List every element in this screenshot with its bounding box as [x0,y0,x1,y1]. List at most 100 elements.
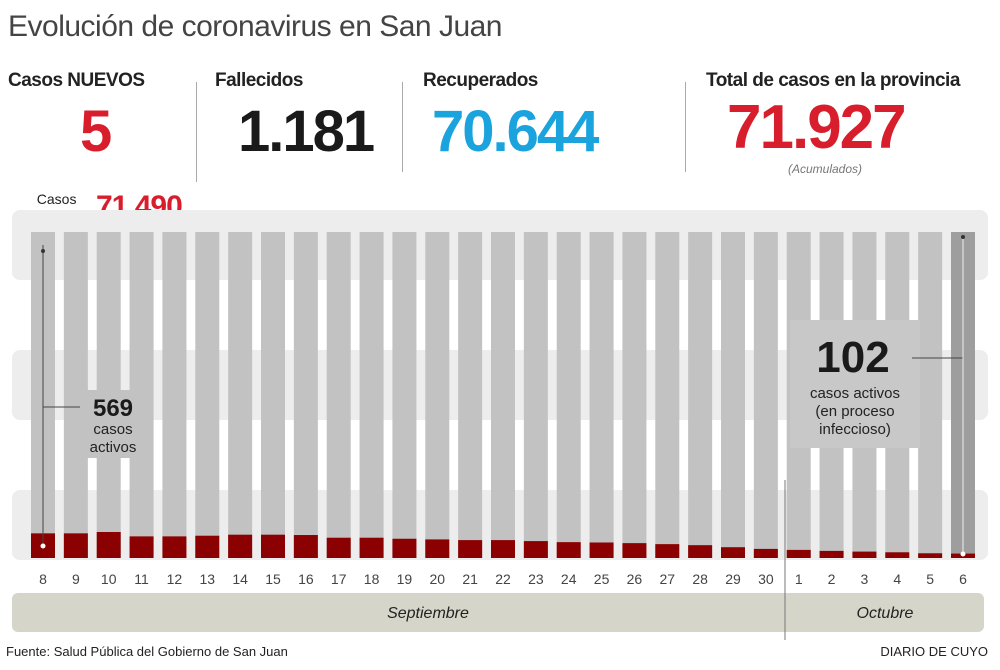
annotation-box [80,390,146,458]
total-bar [261,232,285,558]
x-tick-label: 26 [627,571,643,587]
x-tick-label: 8 [39,571,47,587]
brand: DIARIO DE CUYO [880,644,988,659]
annotation-end-line: casos activos [810,385,900,402]
x-tick-label: 28 [692,571,708,587]
x-tick-label: 6 [959,571,967,587]
active-bar [655,544,680,558]
active-bar [721,547,745,558]
total-bar [523,232,548,558]
active-bar [523,541,548,558]
total-note: (Acumulados) [788,162,863,176]
total-bar [556,232,581,558]
active-bar [622,543,647,558]
fallecidos-value: 1.181 [238,99,375,164]
x-tick-label: 23 [528,571,544,587]
total-bar [721,232,745,558]
x-tick-label: 12 [167,571,183,587]
active-bar [96,532,121,558]
total-bar [392,232,417,558]
active-bar [392,538,417,558]
marker-dot [960,551,966,557]
total-bar [688,232,713,558]
total-bar [195,232,220,558]
total-bar [326,232,351,558]
divider [196,82,197,182]
x-tick-label: 16 [298,571,314,587]
marker-dot [40,543,46,549]
x-tick-label: 1 [795,571,803,587]
annotation-start-line: casos [93,421,132,438]
total-bar [655,232,680,558]
annotation-end-value: 102 [816,333,889,382]
x-tick-label: 25 [594,571,610,587]
x-tick-label: 22 [495,571,511,587]
total-bar [162,232,187,558]
active-bar [852,551,877,558]
marker-dot [961,235,965,239]
x-tick-label: 5 [926,571,934,587]
x-tick-label: 11 [134,571,149,587]
total-bar [918,232,943,558]
active-bar [491,540,515,558]
x-tick-label: 24 [561,571,577,587]
active-bar [458,540,483,558]
x-tick-label: 3 [861,571,869,587]
x-tick-label: 18 [364,571,380,587]
x-tick-label: 30 [758,571,774,587]
total-bar [293,232,318,558]
recuperados-label: Recuperados [423,70,538,91]
active-bar [589,542,614,558]
active-bar [261,534,285,558]
x-tick-label: 15 [265,571,281,587]
active-bar [425,539,450,558]
total-value: 71.927 [727,93,907,162]
nuevos-label: Casos NUEVOS [8,70,145,91]
x-tick-label: 19 [397,571,413,587]
total-bar [228,232,253,558]
annotation-start-value: 569 [93,395,133,422]
active-bar [885,552,910,558]
recuperados-value: 70.644 [432,99,599,164]
active-bar [556,542,581,558]
active-bar [786,549,811,558]
total-label: Total de casos en la provincia [706,70,960,91]
page-title: Evolución de coronavirus en San Juan [8,10,503,43]
total-bar [491,232,515,558]
x-tick-label: 13 [199,571,215,587]
x-tick-label: 21 [462,571,478,587]
month-label-octubre: Octubre [857,605,914,622]
x-tick-label: 27 [659,571,675,587]
month-label-septiembre: Septiembre [387,605,469,622]
active-bar [918,553,943,558]
annotation-start-line: activos [90,439,137,456]
total-bar [589,232,614,558]
active-bar [195,535,220,558]
total-bar [359,232,384,558]
divider [402,82,403,172]
x-tick-label: 2 [828,571,836,587]
annotation-end-line: infeccioso) [819,421,891,438]
annotation-box [790,320,920,448]
active-bar [129,536,154,558]
active-bar [326,537,351,558]
x-tick-label: 20 [429,571,445,587]
fallecidos-label: Fallecidos [215,70,303,91]
active-bar [228,534,253,558]
marker-dot [41,249,45,253]
total-bar [458,232,483,558]
divider [685,82,686,172]
nuevos-value: 5 [80,99,112,164]
active-bar [162,536,187,558]
active-bar [293,535,318,558]
annotation-end-line: (en proceso [815,403,894,420]
total-bar [425,232,450,558]
x-tick-label: 29 [725,571,741,587]
x-tick-label: 9 [72,571,80,587]
total-bar [753,232,778,558]
x-tick-label: 14 [232,571,248,587]
active-bar [63,533,88,558]
total-bar [622,232,647,558]
source-note: Fuente: Salud Pública del Gobierno de Sa… [6,644,288,659]
